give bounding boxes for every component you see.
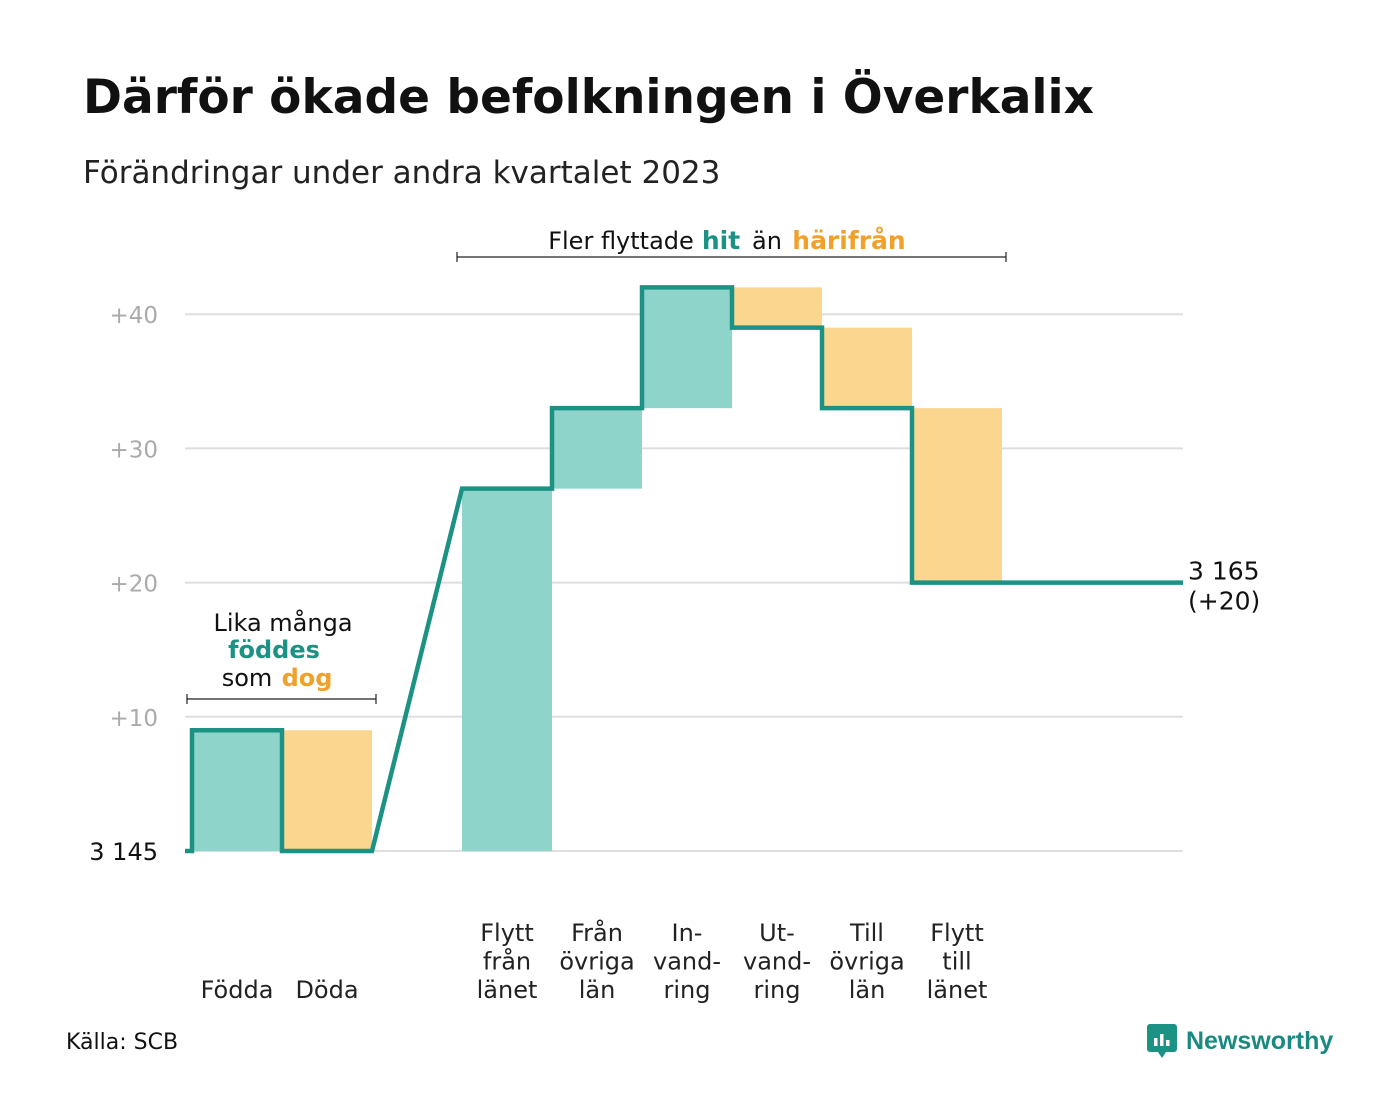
category-label: vand-: [653, 948, 721, 976]
category-label: Döda: [295, 976, 358, 1004]
category-label: från: [483, 947, 531, 976]
category-label: Till: [849, 919, 884, 947]
category-label: Flytt: [930, 919, 984, 947]
annotation-migration-part2: hit: [702, 226, 740, 255]
category-label: länet: [927, 976, 988, 1004]
category-label: länet: [477, 976, 538, 1004]
bar-layer: [192, 287, 1002, 851]
waterfall-bar: [552, 408, 642, 489]
category-label: till: [942, 948, 971, 976]
source-note: Källa: SCB: [66, 1030, 179, 1055]
births-deaths-annotation: Lika många föddes som dog: [186, 608, 377, 704]
annotation-births-line1: Lika många: [213, 608, 352, 637]
y-tick-label: +40: [109, 303, 158, 329]
annotation-migration-part1: Fler flyttade: [548, 227, 694, 255]
annotation-migration-bracket: [456, 252, 1007, 262]
newsworthy-logo-icon: [1147, 1024, 1177, 1058]
brand-logo: Newsworthy: [1146, 1022, 1333, 1060]
category-label: vand-: [743, 948, 811, 976]
annotation-births-line3-a: som: [222, 664, 273, 692]
end-value-label: 3 165: [1188, 557, 1260, 586]
category-label: övriga: [829, 948, 904, 976]
category-label: Flytt: [480, 919, 534, 947]
waterfall-bar: [642, 287, 732, 409]
annotation-births-line2: föddes: [228, 636, 320, 664]
brand-name: Newsworthy: [1186, 1026, 1334, 1055]
category-label: In-: [672, 919, 703, 947]
category-label: län: [849, 976, 886, 1004]
chart-title: Därför ökade befolkningen i Överkalix: [83, 70, 1094, 125]
category-label: län: [579, 976, 616, 1004]
migration-annotation: Fler flyttade hit än härifrån: [456, 226, 1007, 262]
category-label: Födda: [201, 976, 274, 1004]
end-change-label: (+20): [1188, 587, 1260, 616]
waterfall-bar: [282, 730, 372, 851]
cumulative-step-line: [185, 285, 1183, 854]
waterfall-bar: [912, 408, 1002, 583]
y-tick-label: +20: [109, 572, 158, 598]
waterfall-bar: [822, 327, 912, 409]
y-tick-label: +30: [109, 437, 158, 463]
category-label: ring: [754, 976, 801, 1004]
waterfall-bar: [732, 287, 822, 328]
chart-subtitle: Förändringar under andra kvartalet 2023: [83, 155, 721, 191]
category-label: Ut-: [759, 919, 795, 947]
category-label: ring: [664, 976, 711, 1004]
annotation-births-line3-b: dog: [282, 664, 333, 692]
waterfall-bar: [462, 488, 552, 851]
category-label: övriga: [559, 948, 634, 976]
category-label: Från: [571, 918, 623, 947]
y-tick-label: +10: [109, 706, 158, 732]
line-layer: [185, 285, 1183, 854]
waterfall-bar: [192, 730, 282, 851]
annotation-births-bracket: [186, 694, 377, 704]
annotation-migration-part3: än: [752, 227, 782, 255]
annotation-migration-part4: härifrån: [792, 226, 905, 255]
start-value-label: 3 145: [89, 838, 158, 866]
